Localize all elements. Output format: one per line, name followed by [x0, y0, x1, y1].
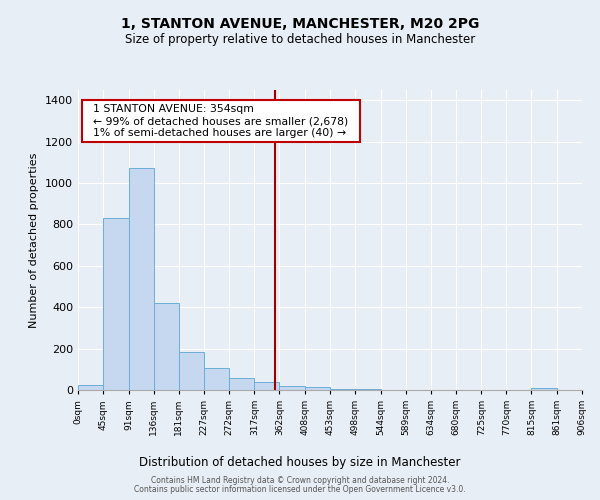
Text: 1 STANTON AVENUE: 354sqm  
  ← 99% of detached houses are smaller (2,678)  
  1%: 1 STANTON AVENUE: 354sqm ← 99% of detach… [86, 104, 356, 138]
Bar [305, 387, 330, 390]
Bar [128, 168, 154, 390]
Text: 1, STANTON AVENUE, MANCHESTER, M20 2PG: 1, STANTON AVENUE, MANCHESTER, M20 2PG [121, 18, 479, 32]
Bar [254, 382, 280, 390]
Text: Size of property relative to detached houses in Manchester: Size of property relative to detached ho… [125, 32, 475, 46]
Bar [280, 386, 305, 390]
Text: Contains HM Land Registry data © Crown copyright and database right 2024.: Contains HM Land Registry data © Crown c… [151, 476, 449, 485]
Y-axis label: Number of detached properties: Number of detached properties [29, 152, 40, 328]
Text: Distribution of detached houses by size in Manchester: Distribution of detached houses by size … [139, 456, 461, 469]
Bar [532, 388, 557, 390]
Bar [179, 352, 204, 390]
Text: Contains public sector information licensed under the Open Government Licence v3: Contains public sector information licen… [134, 485, 466, 494]
Bar [229, 378, 254, 390]
Bar [204, 368, 229, 390]
Bar [78, 385, 103, 390]
Bar [330, 389, 355, 390]
Bar [103, 218, 128, 390]
Bar [154, 303, 179, 390]
